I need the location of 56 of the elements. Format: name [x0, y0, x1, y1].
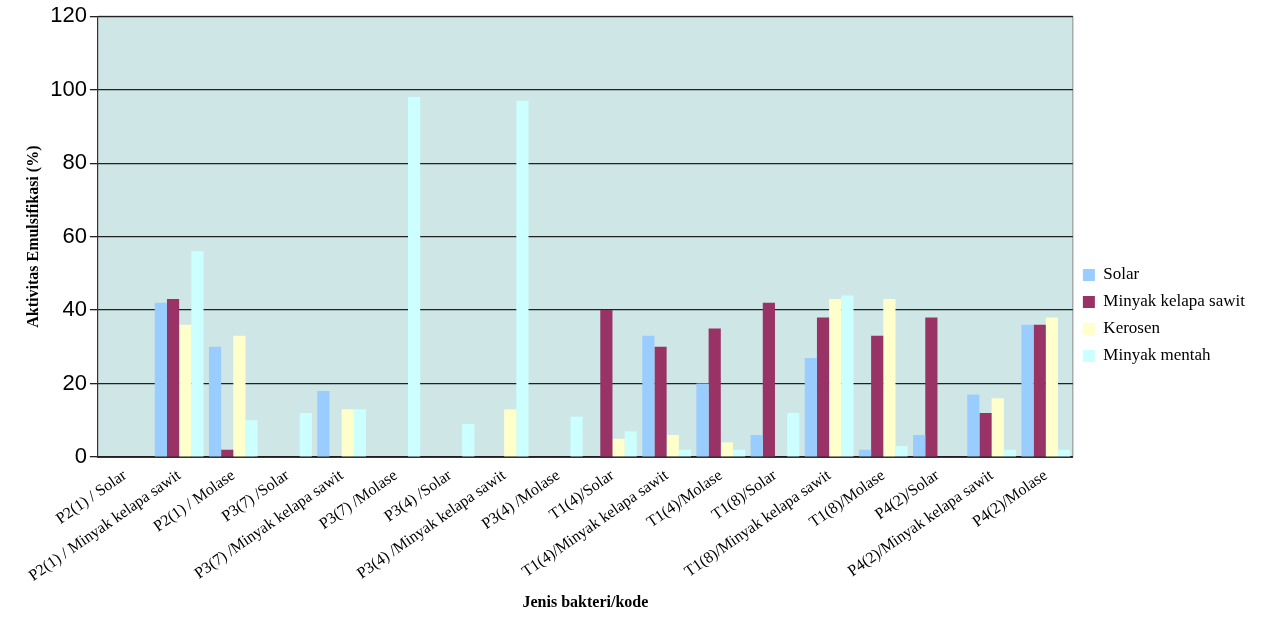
y-tick-label: 60 [62, 222, 87, 248]
bar [829, 299, 842, 457]
bar [925, 317, 938, 457]
bar [979, 413, 992, 457]
legend-label: Minyak kelapa sawit [1103, 291, 1246, 311]
bar [570, 416, 583, 457]
bar [1021, 324, 1034, 457]
bar [913, 435, 926, 457]
bar [179, 324, 192, 457]
bar [408, 97, 421, 457]
y-tick-label: 80 [62, 149, 87, 175]
y-axis-title: Aktivitas Emulsifikasi (%) [23, 145, 42, 328]
bar [317, 390, 330, 457]
bar [191, 251, 204, 457]
bar [666, 435, 679, 457]
bar [245, 420, 258, 457]
bar [516, 100, 529, 457]
bar [341, 409, 354, 457]
bar [208, 346, 222, 457]
x-axis-title: Jenis bakteri/kode [522, 592, 649, 610]
bar [787, 413, 800, 457]
y-tick-label: 0 [74, 443, 87, 469]
bar [504, 409, 517, 457]
bar [166, 299, 180, 457]
y-tick-label: 120 [50, 2, 87, 28]
bar [720, 442, 733, 457]
bar [967, 394, 980, 457]
bar [1033, 324, 1046, 457]
bar [883, 299, 896, 457]
bar [696, 383, 709, 457]
bar [233, 335, 246, 457]
bar [624, 431, 637, 457]
bar [154, 302, 167, 457]
legend-label: Kerosen [1103, 318, 1161, 338]
bar [299, 413, 312, 457]
bar [642, 335, 655, 457]
legend-label: Solar [1103, 264, 1140, 284]
bar [871, 335, 884, 457]
y-tick-label: 20 [62, 369, 87, 395]
bar [804, 357, 817, 457]
bar [750, 435, 763, 457]
bar [895, 446, 908, 457]
bar [600, 310, 613, 457]
bar [841, 295, 854, 457]
bar [612, 438, 625, 457]
bar [708, 328, 721, 457]
bar [462, 424, 475, 457]
bar [1045, 317, 1058, 457]
legend-label: Minyak mentah [1103, 345, 1212, 365]
bar [816, 317, 830, 457]
bar [353, 409, 367, 457]
y-tick-label: 100 [50, 75, 87, 101]
bar [654, 346, 667, 457]
bar [991, 398, 1004, 457]
y-tick-label: 40 [62, 296, 87, 322]
bar [762, 302, 775, 457]
